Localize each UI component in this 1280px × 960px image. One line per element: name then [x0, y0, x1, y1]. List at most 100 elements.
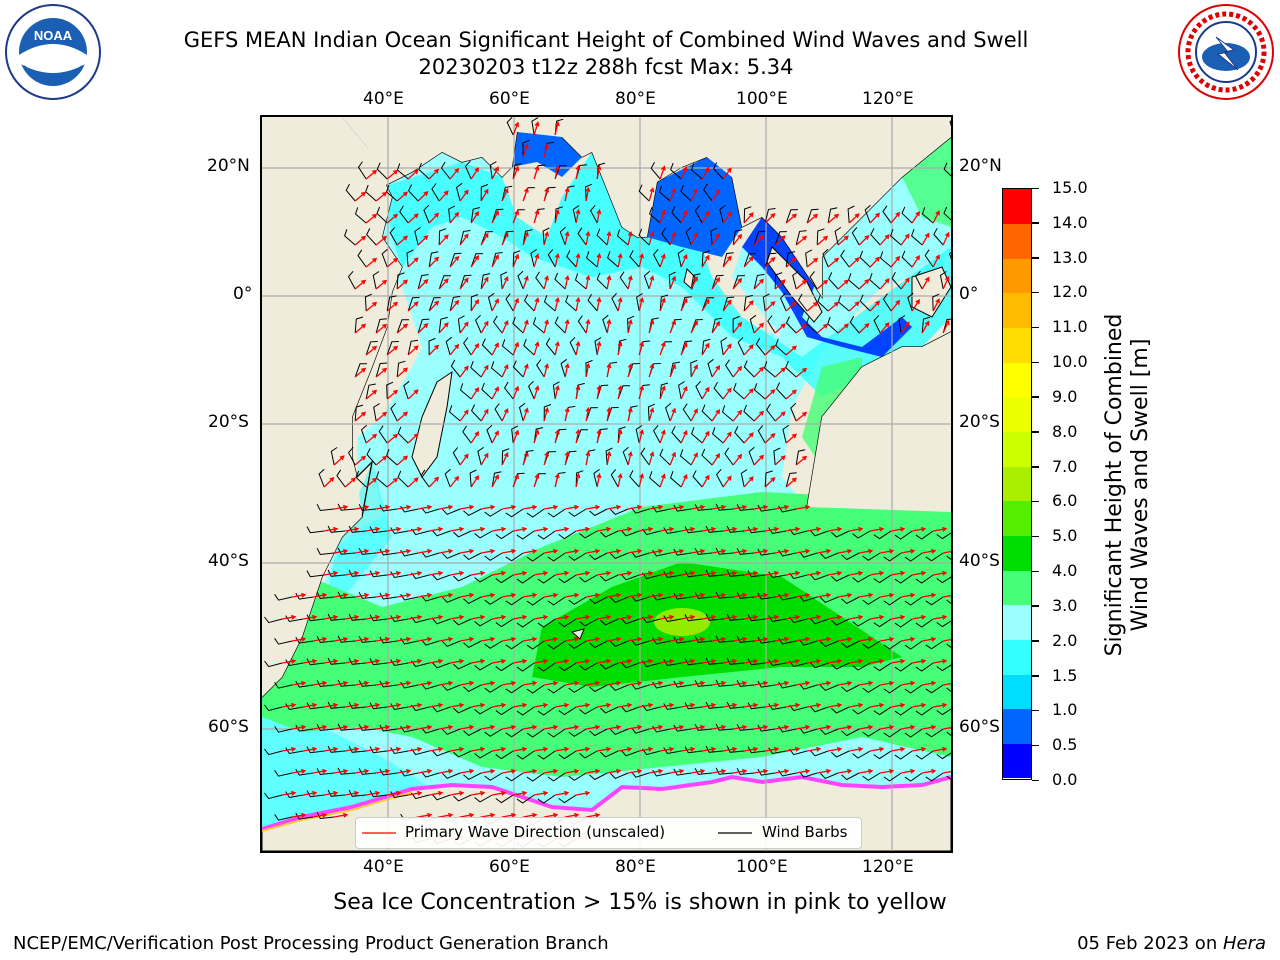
wave-arrow [858, 234, 870, 246]
wind-barb [610, 596, 629, 603]
wave-arrow [680, 165, 688, 180]
wind-barb [715, 679, 734, 687]
wave-arrow [543, 143, 550, 158]
wave-arrow [921, 320, 930, 334]
wave-arrow [429, 790, 444, 796]
wave-arrow [732, 365, 743, 378]
wave-arrow [365, 301, 378, 312]
wind-barb [364, 293, 373, 312]
wind-barb [647, 403, 656, 422]
wave-arrow [733, 548, 748, 554]
wave-arrow [838, 548, 853, 554]
wave-arrow [586, 548, 601, 554]
wave-arrow [606, 406, 612, 422]
wave-arrow [912, 702, 927, 708]
wave-arrow [512, 341, 520, 356]
wave-arrow [365, 477, 378, 488]
colorbar-band [1003, 431, 1031, 467]
wave-arrow [816, 279, 829, 290]
wind-barb [327, 789, 346, 797]
wave-arrow [355, 768, 370, 774]
wave-arrow [585, 362, 591, 378]
wave-arrow [460, 504, 475, 510]
wave-arrow [282, 658, 297, 664]
wave-arrow [648, 451, 655, 466]
wind-barb [474, 662, 493, 671]
wind-barb [517, 270, 524, 290]
wind-barb [621, 574, 640, 581]
wind-barb [638, 228, 650, 246]
wind-barb [907, 292, 914, 312]
wave-arrow [764, 476, 776, 488]
wave-arrow [324, 746, 339, 752]
wave-arrow [597, 746, 612, 752]
wind-barb [600, 750, 619, 758]
wind-barb [295, 680, 314, 688]
wave-arrow [639, 526, 654, 532]
wind-barb [799, 683, 818, 690]
wave-arrow [744, 526, 759, 532]
wind-barb [505, 728, 524, 738]
wave-arrow [638, 473, 645, 488]
wave-arrow [513, 526, 528, 532]
wave-arrow [880, 680, 895, 686]
wave-arrow [355, 636, 370, 642]
wind-barb [820, 728, 839, 735]
wind-barb [530, 248, 537, 268]
wave-arrow [681, 614, 696, 620]
wave-arrow [513, 614, 528, 620]
wind-barb [610, 772, 629, 779]
wind-barb [306, 526, 325, 534]
wave-arrow [733, 592, 748, 598]
wave-arrow [429, 746, 444, 752]
colorbar-tick-label: 9.0 [1052, 386, 1078, 406]
wave-arrow [639, 658, 654, 664]
wave-arrow [502, 724, 517, 730]
land-arabia [342, 117, 517, 187]
wind-barb [933, 228, 944, 246]
wind-barb [673, 680, 692, 688]
wave-arrow [334, 680, 349, 686]
wave-arrow [555, 790, 570, 796]
wind-barb [638, 184, 650, 202]
wind-barb [606, 406, 619, 422]
wind-barb [705, 745, 724, 753]
wave-arrow [470, 342, 480, 356]
wave-arrow [397, 768, 412, 774]
legend-barb-label: Wind Barbs [762, 823, 848, 841]
wave-arrow [387, 790, 402, 796]
wind-barb [757, 592, 776, 600]
wave-arrow [492, 526, 507, 532]
wave-arrow [627, 450, 633, 466]
wind-barb [904, 772, 923, 782]
wind-barb [543, 404, 552, 422]
wave-arrow [628, 680, 643, 686]
wave-arrow [471, 790, 486, 796]
wind-barb [724, 447, 734, 466]
wind-barb [452, 447, 461, 466]
wave-arrow [501, 319, 509, 334]
wind-barb [873, 662, 892, 672]
colorbar-tick-label: 12.0 [1052, 282, 1088, 302]
wind-barb [547, 249, 556, 268]
wave-arrow [754, 768, 769, 774]
wind-barb [757, 504, 776, 512]
wind-barb [901, 206, 913, 224]
wind-barb [820, 552, 839, 559]
wave-arrow [313, 768, 328, 774]
wave-arrow [879, 278, 890, 290]
wave-arrow [753, 366, 765, 378]
wind-barb [862, 640, 881, 649]
wave-arrow [733, 504, 748, 510]
wind-barb [421, 507, 440, 514]
wind-barb [795, 449, 806, 466]
wind-barb [462, 425, 472, 444]
wind-barb [600, 574, 619, 582]
wind-barb [518, 402, 526, 422]
wave-arrow [628, 592, 643, 598]
wave-arrow [690, 408, 698, 422]
wind-barb [474, 794, 493, 803]
wind-barb [852, 750, 871, 759]
colorbar-tick-mark [1032, 257, 1039, 259]
lat-tick-left-60s: 60°S [208, 717, 249, 737]
